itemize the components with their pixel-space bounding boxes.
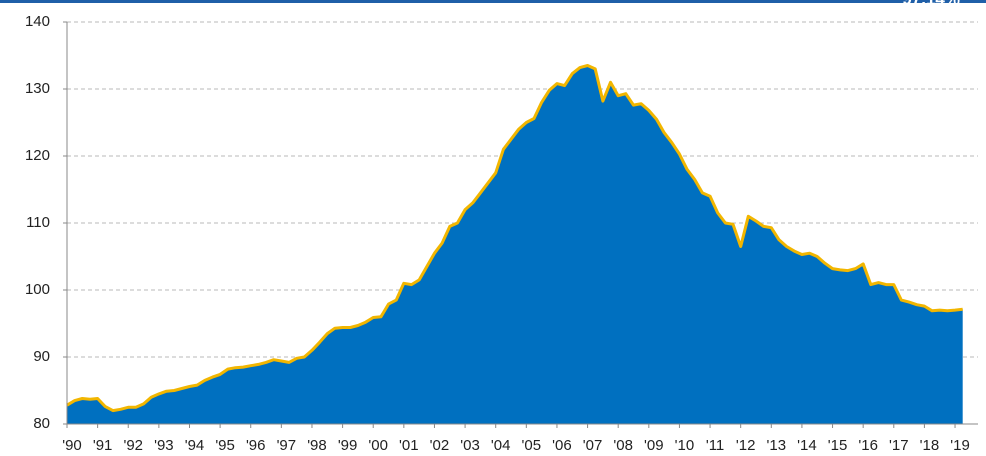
y-tick-label: 120: [25, 147, 50, 164]
x-tick-label: '13: [767, 437, 787, 454]
x-tick-label: '19: [950, 437, 970, 454]
y-tick-label: 140: [25, 13, 50, 30]
x-tick-label: '00: [368, 437, 388, 454]
area: [67, 65, 963, 424]
x-tick-label: '15: [828, 437, 848, 454]
x-tick-label: '06: [552, 437, 572, 454]
data-label: 97.14%: [902, 0, 960, 8]
x-tick-label: '91: [93, 437, 113, 454]
x-tick-label: '05: [522, 437, 542, 454]
x-tick-label: '95: [215, 437, 235, 454]
area-line: [66, 64, 963, 413]
top-rule: [0, 0, 986, 3]
x-tick-label: '16: [858, 437, 878, 454]
x-tick-label: '08: [613, 437, 633, 454]
y-tick-label: 110: [26, 214, 50, 231]
x-tick-label: '12: [736, 437, 756, 454]
x-tick-label: '90: [62, 437, 82, 454]
y-tick-label: 80: [33, 415, 50, 432]
y-tick-label: 130: [25, 80, 50, 97]
x-tick-label: '99: [338, 437, 358, 454]
x-tick-label: '94: [185, 437, 205, 454]
x-tick-label: '01: [399, 437, 419, 454]
x-tick-label: '14: [797, 437, 817, 454]
x-tick-label: '09: [644, 437, 664, 454]
x-tick-label: '11: [706, 437, 724, 454]
x-tick-label: '98: [307, 437, 327, 454]
y-tick-label: 100: [25, 281, 50, 298]
x-tick-label: '02: [430, 437, 450, 454]
x-tick-label: '17: [889, 437, 909, 454]
y-tick-label: 90: [33, 348, 50, 365]
x-tick-label: '97: [277, 437, 297, 454]
x-tick-label: '93: [154, 437, 174, 454]
x-tick-label: '04: [491, 437, 511, 454]
x-tick-label: '18: [920, 437, 940, 454]
x-tick-label: '96: [246, 437, 266, 454]
x-tick-label: '07: [583, 437, 603, 454]
x-tick-label: '92: [123, 437, 143, 454]
x-tick-label: '03: [460, 437, 480, 454]
x-tick-label: '10: [675, 437, 695, 454]
